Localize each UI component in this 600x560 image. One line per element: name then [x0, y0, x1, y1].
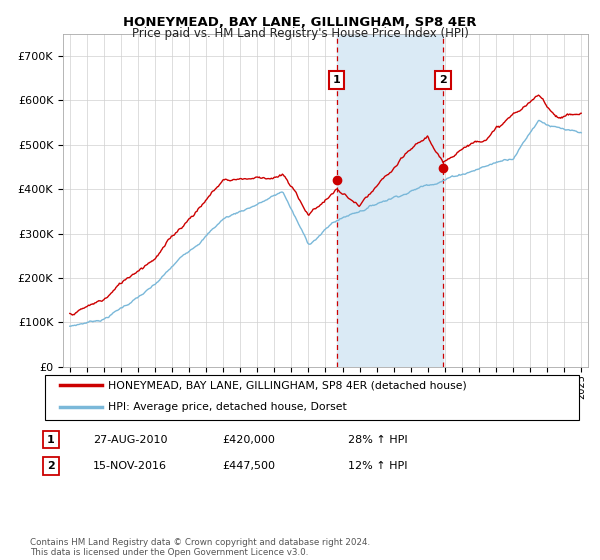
Text: HONEYMEAD, BAY LANE, GILLINGHAM, SP8 4ER (detached house): HONEYMEAD, BAY LANE, GILLINGHAM, SP8 4ER…	[108, 380, 467, 390]
Text: 15-NOV-2016: 15-NOV-2016	[93, 461, 167, 471]
Text: £420,000: £420,000	[222, 435, 275, 445]
Bar	[337, 34, 443, 367]
Text: Price paid vs. HM Land Registry's House Price Index (HPI): Price paid vs. HM Land Registry's House …	[131, 27, 469, 40]
Text: 2: 2	[47, 461, 55, 471]
Text: £447,500: £447,500	[222, 461, 275, 471]
Text: 1: 1	[333, 75, 340, 85]
Text: 27-AUG-2010: 27-AUG-2010	[93, 435, 167, 445]
Text: 12% ↑ HPI: 12% ↑ HPI	[348, 461, 407, 471]
Text: Contains HM Land Registry data © Crown copyright and database right 2024.
This d: Contains HM Land Registry data © Crown c…	[30, 538, 370, 557]
Text: 28% ↑ HPI: 28% ↑ HPI	[348, 435, 407, 445]
Text: HPI: Average price, detached house, Dorset: HPI: Average price, detached house, Dors…	[108, 402, 347, 412]
Text: 2: 2	[439, 75, 447, 85]
Text: HONEYMEAD, BAY LANE, GILLINGHAM, SP8 4ER: HONEYMEAD, BAY LANE, GILLINGHAM, SP8 4ER	[123, 16, 477, 29]
Text: 1: 1	[47, 435, 55, 445]
